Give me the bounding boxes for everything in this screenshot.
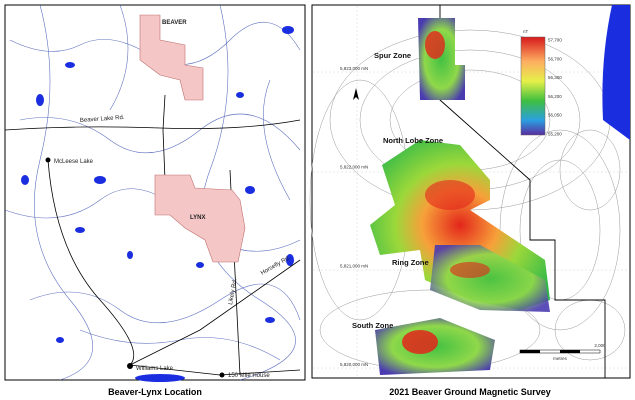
legend-label: 57,700 <box>548 38 562 43</box>
place-label: McLeese Lake <box>54 159 94 165</box>
northing-label: 5,822,000 mN <box>340 165 368 170</box>
zone-label: South Zone <box>352 321 393 330</box>
zone-label: North Lobe Zone <box>383 136 443 145</box>
scale-unit: metres <box>553 356 568 361</box>
northing-label: 5,823,000 mN <box>340 66 368 71</box>
northing-label: 5,821,000 mN <box>340 263 368 268</box>
claim-label: LYNX <box>190 215 205 221</box>
survey-map: nT 57,70056,70056,30056,20056,05055,200 … <box>309 4 631 379</box>
claim-label: BEAVER <box>162 20 187 26</box>
legend-label: 56,050 <box>548 113 562 118</box>
legend-label: 56,200 <box>548 94 562 99</box>
place-label: 150 Mile House <box>228 373 270 379</box>
caption: Beaver-Lynx Location <box>108 387 202 397</box>
place-label: Beaver Lake Rd. <box>80 115 125 124</box>
caption: 2021 Beaver Ground Magnetic Survey <box>389 387 551 397</box>
legend-label: 55,200 <box>548 132 562 137</box>
northing-label: 5,820,000 mN <box>340 362 368 367</box>
scale-label: 2,000 <box>594 343 606 348</box>
location-map: BEAVER LYNX Beaver Lake Rd. McLeese Lake… <box>4 4 306 382</box>
place-label: Williams Lake <box>136 366 174 372</box>
legend-unit: nT <box>523 29 529 34</box>
zone-label: Ring Zone <box>392 258 429 267</box>
legend-label: 56,700 <box>548 56 562 61</box>
zone-label: Spur Zone <box>374 51 411 60</box>
legend-label: 56,300 <box>548 75 562 80</box>
place-label: Likely Rd. <box>228 278 239 305</box>
